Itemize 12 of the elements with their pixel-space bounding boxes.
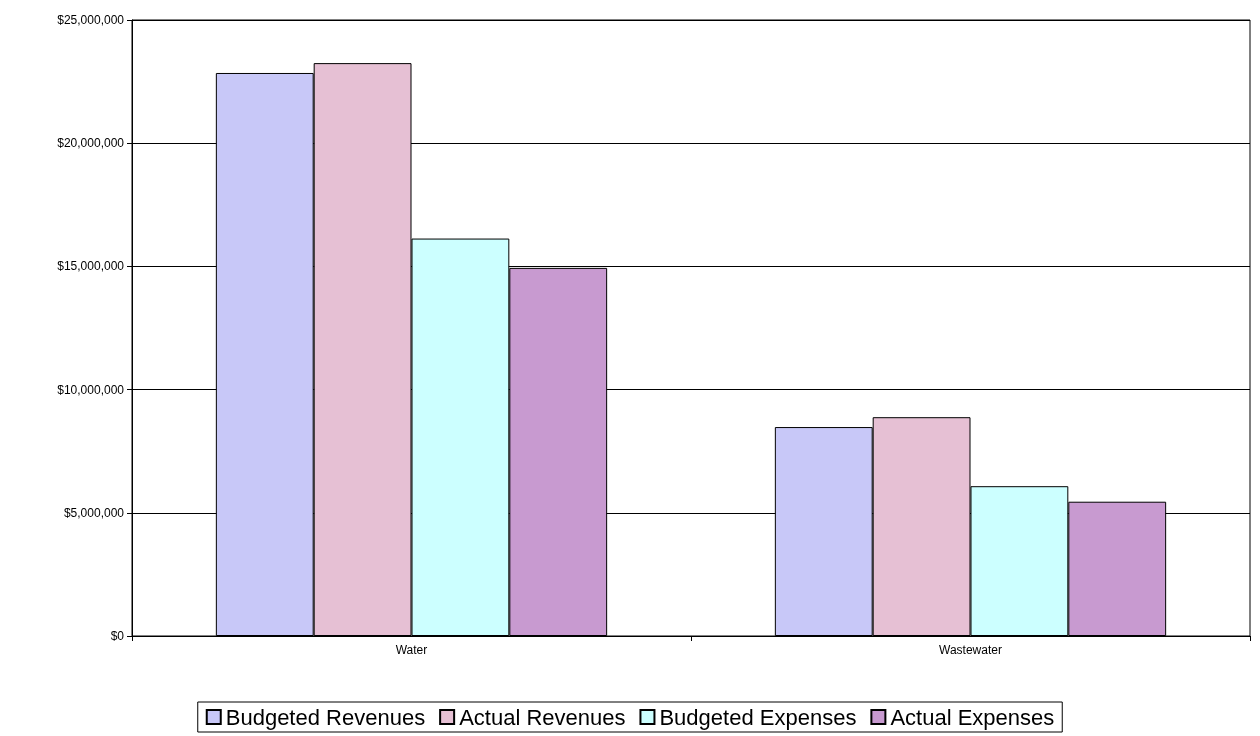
legend-label: Budgeted Revenues xyxy=(225,704,426,730)
x-tick-label: Wastewater xyxy=(939,643,1002,657)
y-tick-label: $15,000,000 xyxy=(57,259,125,274)
y-tick-label: $20,000,000 xyxy=(57,136,125,151)
legend-label: Budgeted Expenses xyxy=(659,704,857,730)
y-tick-label: $5,000,000 xyxy=(63,505,125,520)
x-tick-label: Water xyxy=(395,643,428,657)
legend-label: Actual Expenses xyxy=(890,704,1055,730)
legend-label: Actual Revenues xyxy=(459,704,626,730)
y-tick-label: $10,000,000 xyxy=(57,382,125,397)
y-tick-label: $0 xyxy=(110,629,125,643)
y-tick-label: $25,000,000 xyxy=(57,13,125,27)
